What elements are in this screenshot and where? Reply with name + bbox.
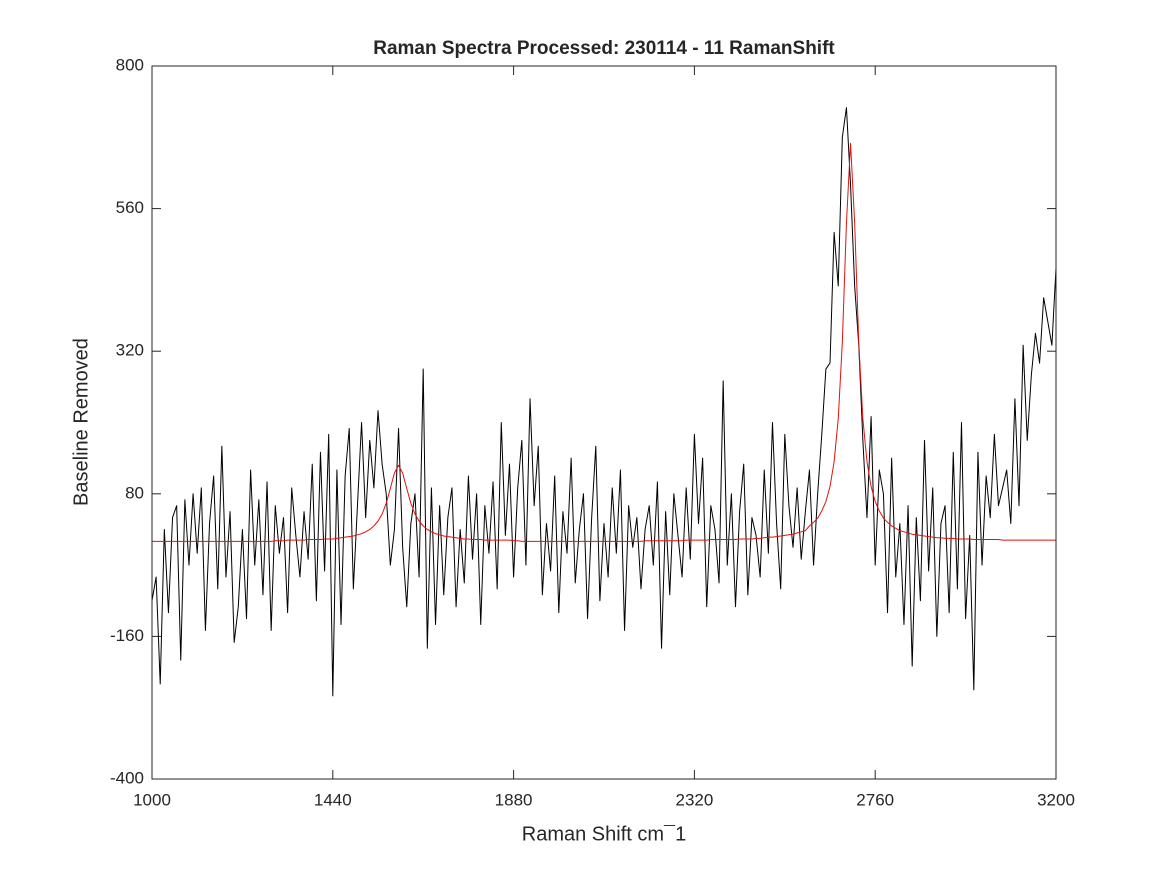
- x-tick-label: 2760: [856, 790, 894, 809]
- x-tick-label: 2320: [675, 790, 713, 809]
- y-tick-label: 320: [116, 341, 144, 360]
- axes-box: [151, 65, 1057, 780]
- chart-title: Raman Spectra Processed: 230114 - 11 Ram…: [373, 38, 835, 59]
- y-tick-label: 80: [125, 483, 144, 502]
- series-line: [151, 107, 1057, 697]
- x-tick-label: 1880: [495, 790, 533, 809]
- y-tick-label: 560: [116, 198, 144, 217]
- x-tick-label: 1000: [133, 790, 171, 809]
- y-tick-label: 800: [116, 55, 144, 74]
- x-axis-label: Raman Shift cm¯1: [522, 823, 686, 845]
- x-tick-label: 1440: [314, 790, 352, 809]
- y-tick-label: -160: [110, 626, 144, 645]
- y-tick-label: -400: [110, 768, 144, 787]
- series-line: [152, 142, 1056, 542]
- x-tick-label: 3200: [1037, 790, 1075, 809]
- y-axis-label: Baseline Removed: [70, 338, 92, 506]
